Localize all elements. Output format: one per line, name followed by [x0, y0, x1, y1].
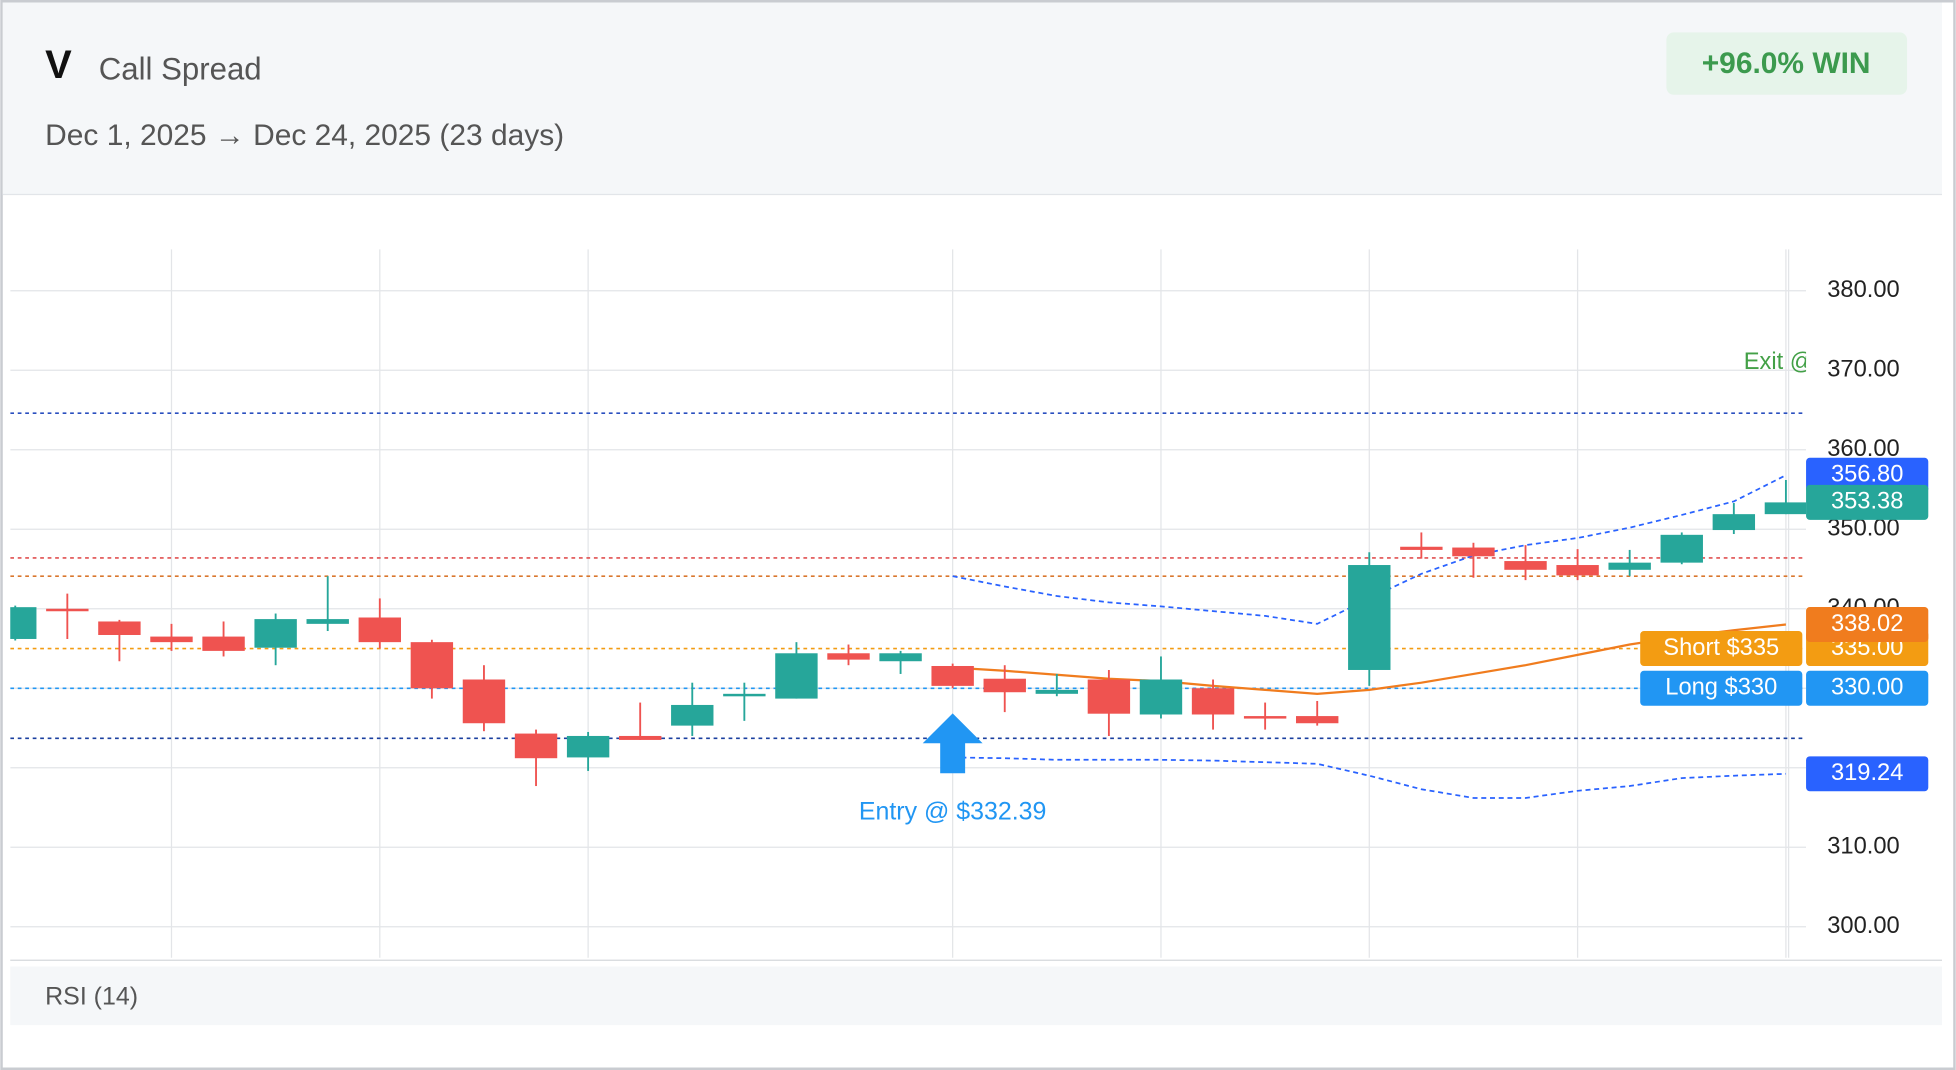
- price-badge-label: 356.80: [1831, 461, 1903, 487]
- candle-body: [1556, 565, 1599, 576]
- level-badge: [1640, 670, 1803, 706]
- price-badge: [1806, 670, 1929, 706]
- entry-label: Entry @ $332.39: [859, 798, 1047, 826]
- candle-body: [10, 607, 37, 639]
- y-tick-label: 310.00: [1827, 834, 1899, 860]
- rsi-label: RSI (14): [45, 982, 138, 1010]
- price-badge: [1806, 756, 1929, 792]
- candle-body: [1764, 502, 1807, 515]
- candle-body: [1348, 565, 1391, 670]
- candle-body: [254, 619, 297, 648]
- strategy: Call Spread: [99, 51, 262, 86]
- candle-body: [827, 653, 870, 660]
- level-label: Long $330: [1665, 675, 1777, 701]
- price-badge-label: 353.38: [1831, 489, 1903, 515]
- header-bg: [2, 2, 1942, 195]
- level-badge: [1640, 631, 1803, 666]
- price-badge-label: 319.24: [1831, 760, 1903, 786]
- symbol: V: [45, 43, 72, 87]
- candle-body: [1608, 562, 1651, 570]
- candle-body: [1243, 716, 1287, 719]
- candle-body: [46, 608, 89, 612]
- candle-body: [1191, 688, 1235, 715]
- candle-body: [566, 735, 610, 758]
- candle-body: [202, 636, 245, 651]
- candle-body: [1035, 689, 1079, 694]
- price-badge: [1806, 457, 1929, 493]
- y-tick-label: 300.00: [1827, 913, 1899, 939]
- date-range: Dec 1, 2025 → Dec 24, 2025 (23 days): [45, 119, 564, 152]
- candle-body: [410, 642, 454, 689]
- candle-body: [931, 665, 974, 686]
- candle-body: [1087, 679, 1131, 714]
- candle-body: [1139, 679, 1183, 715]
- candle-body: [1296, 716, 1339, 724]
- y-tick-label: 360.00: [1827, 436, 1899, 462]
- candle-body: [723, 693, 766, 697]
- candle-body: [983, 678, 1026, 693]
- overlay-line: [952, 474, 1787, 625]
- candle-body: [1712, 514, 1756, 531]
- exit-label: Exit @: [1744, 349, 1814, 375]
- rsi-bg: [10, 966, 1942, 1026]
- result: +96.0% WIN: [1702, 47, 1871, 80]
- candle-body: [306, 619, 349, 624]
- candle-body: [358, 617, 401, 643]
- price-badge-label: 338.02: [1831, 611, 1903, 637]
- result-badge: [1666, 32, 1908, 95]
- y-tick-label: 370.00: [1827, 357, 1899, 383]
- candle-body: [1660, 534, 1703, 563]
- candle-body: [150, 636, 193, 643]
- level-label: Short $335: [1663, 635, 1779, 661]
- y-tick-label: 350.00: [1827, 516, 1899, 542]
- candle-body: [671, 704, 714, 726]
- plot: Exit @: [10, 249, 1814, 958]
- candle-body: [879, 653, 922, 662]
- entry-arrow: [922, 713, 983, 774]
- price-badge: [1806, 607, 1929, 642]
- candle-body: [98, 621, 141, 635]
- candle-body: [618, 735, 662, 740]
- price-badge-label: 330.00: [1831, 675, 1903, 701]
- overlay-line: [952, 756, 1786, 799]
- candle-body: [1452, 547, 1495, 557]
- candle-body: [514, 733, 558, 759]
- candle-body: [1504, 561, 1547, 570]
- y-tick-label: 380.00: [1827, 277, 1899, 303]
- candle-body: [462, 679, 506, 724]
- price-badge: [1806, 484, 1929, 520]
- candle-body: [775, 653, 818, 699]
- candle-body: [1400, 546, 1443, 550]
